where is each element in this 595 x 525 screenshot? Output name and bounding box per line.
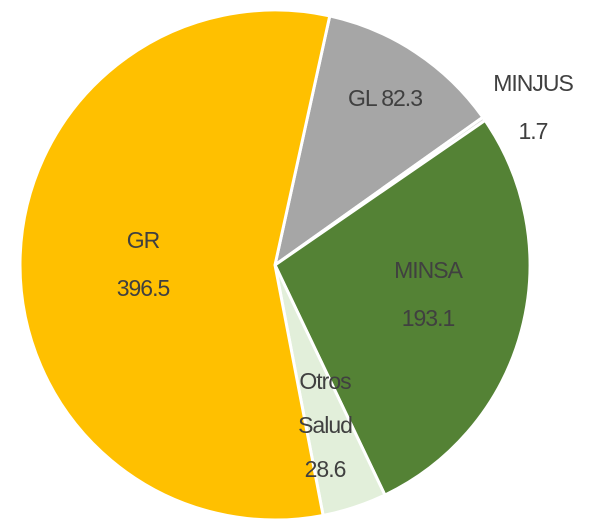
label-text: GL 82.3 xyxy=(348,85,422,111)
category-label: GR xyxy=(127,227,160,253)
category-label: Otros Salud xyxy=(298,368,352,438)
label-line: Otros xyxy=(299,368,351,394)
value-label: 193.1 xyxy=(402,305,455,331)
value-label: 82.3 xyxy=(381,85,422,111)
value-label: 28.6 xyxy=(305,456,346,482)
slice-label: Otros Salud 28.6 xyxy=(298,368,353,482)
category-label: MINJUS xyxy=(493,70,573,96)
slice-label: MINSA 193.1 xyxy=(394,257,465,331)
value-label: 396.5 xyxy=(117,275,170,301)
slice xyxy=(18,8,332,522)
slice-label: GL 82.3 xyxy=(348,85,423,111)
value-label: 1.7 xyxy=(519,118,548,144)
slice-label: GR 396.5 xyxy=(117,227,171,301)
slice-label: MINJUS 1.7 xyxy=(493,70,574,144)
slice xyxy=(273,118,532,498)
category-label: GL xyxy=(348,85,378,111)
label-line: Salud xyxy=(298,412,352,438)
category-label: MINSA xyxy=(394,257,464,283)
slice xyxy=(272,14,485,269)
